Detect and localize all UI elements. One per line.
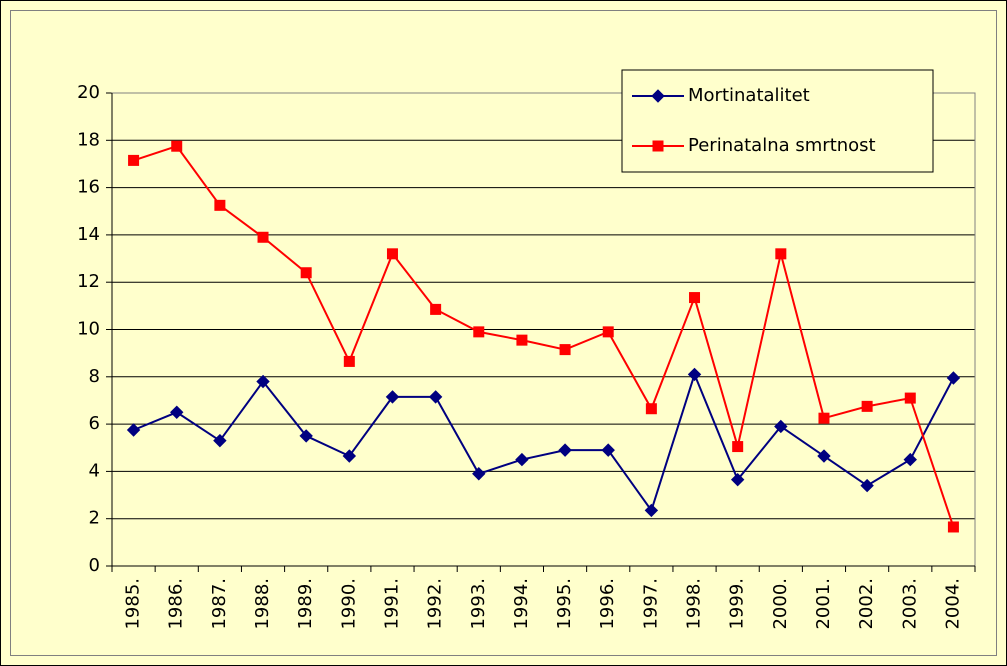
x-tick-label: 1994. bbox=[511, 578, 532, 630]
x-tick-label: 1986. bbox=[166, 578, 187, 630]
series-line bbox=[133, 371, 955, 513]
y-tick-label: 10 bbox=[77, 319, 100, 340]
data-point bbox=[214, 199, 226, 211]
x-tick-label: 1995. bbox=[554, 578, 575, 630]
data-point bbox=[128, 154, 140, 166]
data-point bbox=[651, 89, 665, 103]
data-point bbox=[644, 503, 659, 518]
data-point bbox=[903, 452, 917, 467]
y-tick-label: 6 bbox=[89, 413, 100, 434]
x-tick-label: 2000. bbox=[770, 578, 791, 630]
y-tick-label: 16 bbox=[77, 177, 100, 198]
x-tick-label: 1992. bbox=[425, 578, 446, 630]
data-point bbox=[774, 419, 788, 434]
data-point bbox=[730, 472, 745, 487]
x-tick-label: 1993. bbox=[468, 578, 489, 630]
x-tick-label: 1990. bbox=[338, 578, 359, 630]
data-point bbox=[343, 355, 355, 367]
data-point bbox=[732, 441, 744, 453]
data-point bbox=[428, 390, 443, 404]
data-point bbox=[385, 390, 400, 404]
data-point bbox=[652, 140, 664, 152]
data-point bbox=[171, 140, 183, 152]
x-tick-label: 1999. bbox=[727, 578, 748, 630]
data-point bbox=[342, 449, 357, 463]
x-tick-label: 1985. bbox=[123, 578, 144, 630]
x-tick-label: 1987. bbox=[209, 578, 230, 630]
data-point bbox=[559, 344, 571, 356]
data-point bbox=[645, 403, 657, 415]
data-point bbox=[818, 412, 830, 424]
y-tick-label: 12 bbox=[77, 271, 100, 292]
data-point bbox=[430, 303, 442, 315]
x-tick-label: 2002. bbox=[856, 578, 877, 630]
data-point bbox=[689, 292, 701, 304]
y-tick-label: 2 bbox=[89, 508, 100, 529]
data-point bbox=[947, 521, 959, 533]
y-tick-label: 14 bbox=[77, 224, 100, 245]
data-point bbox=[515, 452, 529, 467]
data-point bbox=[299, 429, 313, 443]
data-point bbox=[687, 367, 702, 382]
data-point bbox=[861, 400, 873, 412]
data-point bbox=[817, 449, 831, 463]
data-point bbox=[256, 374, 270, 389]
y-tick-label: 4 bbox=[89, 460, 100, 481]
data-point bbox=[300, 267, 312, 279]
y-tick-label: 18 bbox=[77, 129, 100, 150]
x-tick-label: 1988. bbox=[252, 578, 273, 630]
data-point bbox=[946, 371, 961, 385]
y-tick-label: 0 bbox=[89, 555, 100, 576]
x-tick-label: 1998. bbox=[684, 578, 705, 630]
series-line bbox=[133, 145, 955, 528]
data-point bbox=[126, 423, 141, 437]
legend-label: Perinatalna smrtnost bbox=[688, 135, 876, 156]
x-tick-label: 1997. bbox=[640, 578, 661, 630]
x-tick-label: 2003. bbox=[899, 578, 920, 630]
data-point bbox=[558, 443, 572, 457]
legend-box bbox=[621, 69, 934, 173]
data-point bbox=[860, 478, 874, 493]
data-point bbox=[213, 433, 227, 448]
data-point bbox=[775, 248, 787, 260]
data-point bbox=[602, 326, 614, 338]
data-point bbox=[386, 248, 398, 260]
x-tick-label: 2004. bbox=[942, 578, 963, 630]
data-point bbox=[170, 405, 184, 419]
x-tick-label: 1989. bbox=[295, 578, 316, 630]
data-point bbox=[601, 443, 615, 457]
legend-label: Mortinatalitet bbox=[688, 85, 810, 106]
y-tick-label: 8 bbox=[89, 366, 100, 387]
x-tick-label: 1996. bbox=[597, 578, 618, 630]
data-point bbox=[904, 392, 916, 404]
data-point bbox=[472, 467, 486, 481]
y-tick-label: 20 bbox=[77, 82, 100, 103]
data-point bbox=[473, 326, 485, 338]
x-tick-label: 2001. bbox=[813, 578, 834, 630]
data-point bbox=[257, 231, 269, 243]
x-tick-label: 1991. bbox=[381, 578, 402, 630]
data-point bbox=[516, 334, 528, 346]
